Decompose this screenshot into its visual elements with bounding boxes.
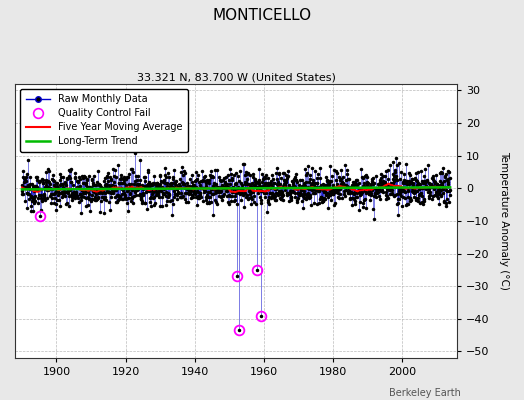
Legend: Raw Monthly Data, Quality Control Fail, Five Year Moving Average, Long-Term Tren: Raw Monthly Data, Quality Control Fail, …: [20, 89, 188, 152]
Text: Berkeley Earth: Berkeley Earth: [389, 388, 461, 398]
Text: MONTICELLO: MONTICELLO: [212, 8, 312, 23]
Title: 33.321 N, 83.700 W (United States): 33.321 N, 83.700 W (United States): [137, 73, 335, 83]
Y-axis label: Temperature Anomaly (°C): Temperature Anomaly (°C): [499, 152, 509, 290]
